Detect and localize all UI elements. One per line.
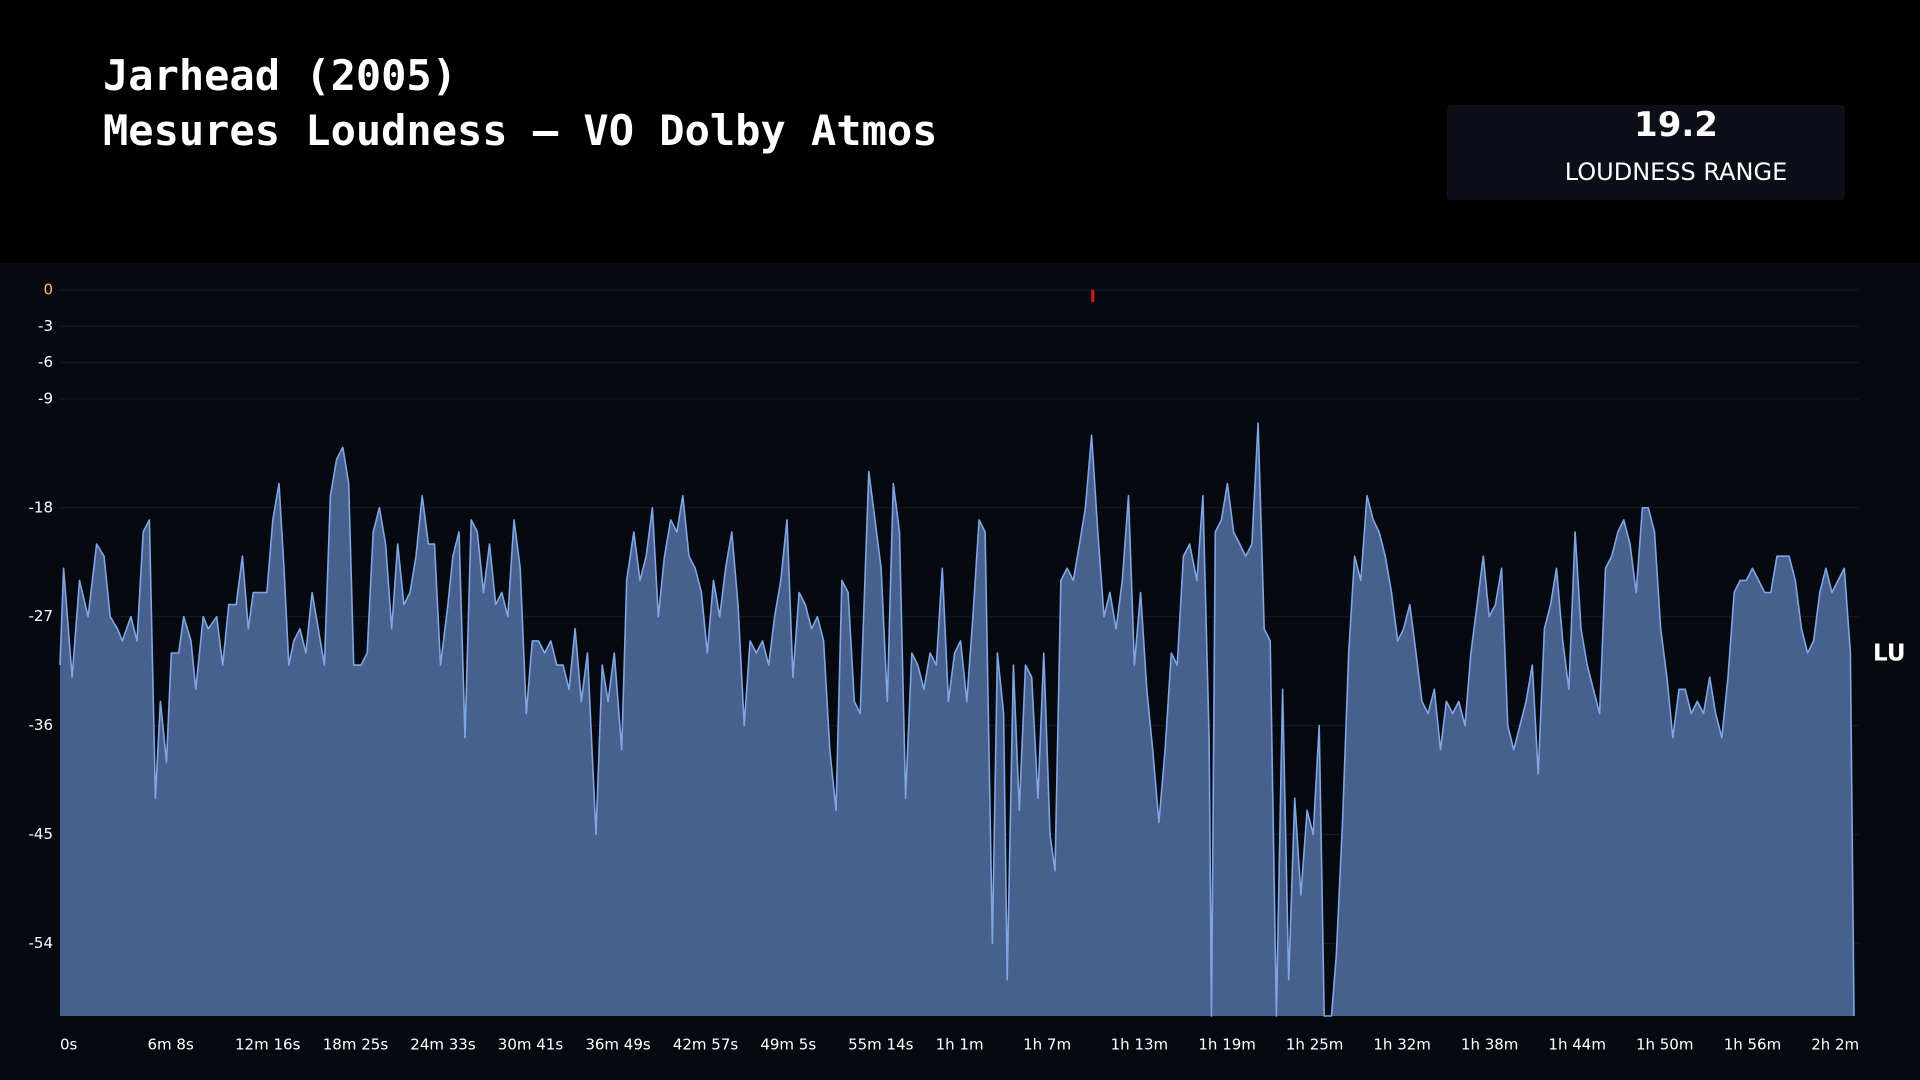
x-tick-label: 1h 13m xyxy=(1111,1036,1169,1054)
unit-label: LU xyxy=(1873,641,1906,667)
y-tick-label: -3 xyxy=(38,317,53,335)
chart-title: Jarhead (2005) xyxy=(103,51,457,100)
x-tick-label: 6m 8s xyxy=(148,1036,194,1054)
x-tick-label: 36m 49s xyxy=(585,1036,651,1054)
x-tick-label: 1h 25m xyxy=(1286,1036,1344,1054)
kpi-card xyxy=(1447,105,1845,200)
y-tick-label: -6 xyxy=(38,353,53,371)
kpi-value: 19.2 xyxy=(1634,105,1718,145)
x-tick-label: 30m 41s xyxy=(498,1036,564,1054)
x-tick-label: 1h 44m xyxy=(1548,1036,1606,1054)
x-tick-label: 1h 38m xyxy=(1461,1036,1519,1054)
x-tick-label: 1h 1m xyxy=(936,1036,984,1054)
x-tick-label: 1h 7m xyxy=(1023,1036,1071,1054)
x-tick-label: 1h 32m xyxy=(1373,1036,1431,1054)
y-tick-label: 0 xyxy=(43,281,53,299)
chart-subtitle: Mesures Loudness – VO Dolby Atmos xyxy=(103,106,937,155)
x-tick-label: 18m 25s xyxy=(323,1036,389,1054)
kpi-label: LOUDNESS RANGE xyxy=(1565,158,1788,186)
peak-marker xyxy=(1091,290,1095,303)
x-tick-label: 24m 33s xyxy=(410,1036,476,1054)
area-line xyxy=(59,422,1855,1017)
y-tick-label: -36 xyxy=(29,716,54,734)
x-tick-label: 42m 57s xyxy=(673,1036,739,1054)
y-tick-label: -27 xyxy=(29,607,54,625)
x-tick-label: 1h 56m xyxy=(1724,1036,1782,1054)
x-tick-label: 1h 19m xyxy=(1198,1036,1256,1054)
y-tick-label: -9 xyxy=(38,389,53,407)
y-tick-label: -18 xyxy=(29,498,54,516)
x-tick-label: 55m 14s xyxy=(848,1036,914,1054)
x-tick-label: 0s xyxy=(60,1036,78,1054)
x-tick-label: 2h 2m xyxy=(1811,1036,1859,1054)
area-fill xyxy=(60,423,1854,1017)
y-tick-label: -54 xyxy=(29,934,54,952)
x-tick-label: 49m 5s xyxy=(760,1036,816,1054)
x-tick-label: 1h 50m xyxy=(1636,1036,1694,1054)
y-tick-label: -45 xyxy=(29,825,54,843)
x-tick-label: 12m 16s xyxy=(235,1036,301,1054)
